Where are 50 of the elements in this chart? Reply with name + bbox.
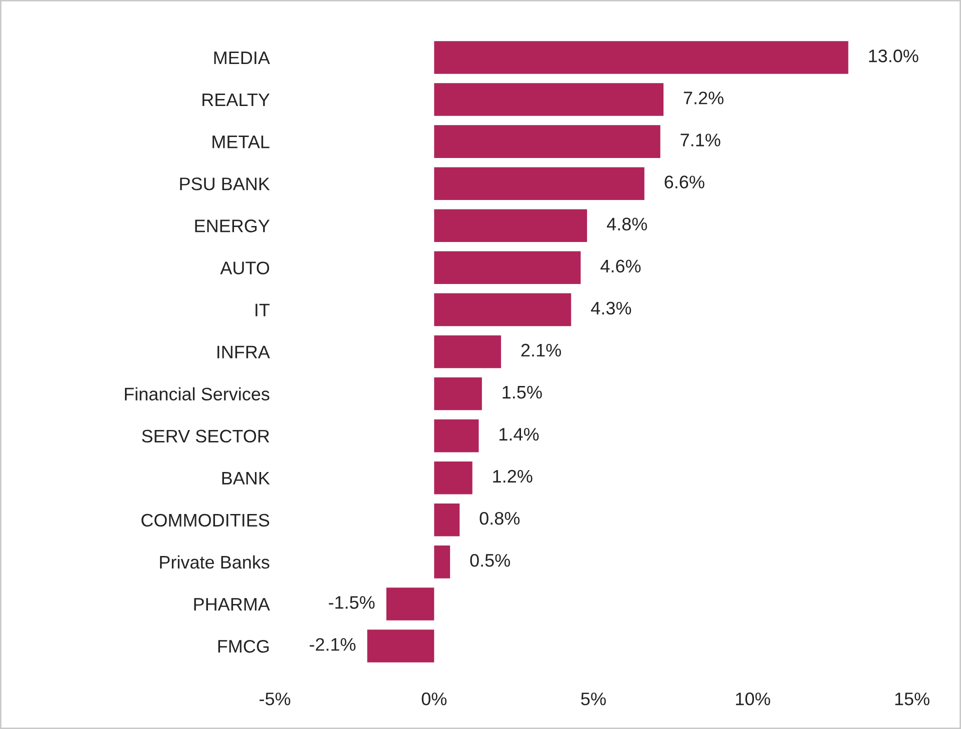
bar bbox=[434, 546, 450, 578]
data-label: 1.5% bbox=[502, 386, 542, 399]
y-tick-label: BANK bbox=[222, 472, 270, 484]
data-label: 4.3% bbox=[590, 302, 632, 315]
data-label: 4.6% bbox=[600, 260, 641, 273]
y-tick-label: PSU BANK bbox=[180, 178, 270, 190]
bar bbox=[434, 335, 502, 368]
y-tick-label: REALTY bbox=[202, 94, 270, 106]
y-tick-label: IT bbox=[256, 304, 270, 316]
data-label: 4.8% bbox=[606, 218, 647, 230]
x-tick-label: -5% bbox=[260, 692, 290, 706]
y-tick-label: ENERGY bbox=[195, 220, 270, 232]
data-label: 13.0% bbox=[869, 50, 918, 62]
bar bbox=[434, 209, 588, 242]
bar bbox=[434, 125, 660, 158]
x-tick-label: 10% bbox=[736, 692, 770, 706]
bar bbox=[434, 167, 644, 200]
bar bbox=[434, 251, 581, 284]
y-tick-label: COMMODITIES bbox=[142, 514, 270, 527]
y-tick-label: Private Banks bbox=[160, 555, 270, 569]
data-label: 1.2% bbox=[493, 470, 532, 483]
y-tick-label: INFRA bbox=[217, 346, 270, 358]
y-tick-label: FMCG bbox=[218, 640, 269, 653]
bar bbox=[367, 630, 434, 662]
y-tick-label: AUTO bbox=[220, 262, 270, 274]
x-tick-label: 15% bbox=[895, 692, 930, 706]
bar bbox=[434, 83, 664, 116]
data-label: 0.8% bbox=[480, 512, 520, 525]
x-tick-label: 5% bbox=[581, 692, 606, 706]
data-label: 2.1% bbox=[521, 344, 561, 357]
x-tick-label: 0% bbox=[422, 692, 447, 706]
data-label: 6.6% bbox=[664, 176, 704, 188]
y-tick-label: METAL bbox=[212, 136, 270, 148]
y-tick-label: MEDIA bbox=[214, 52, 270, 64]
y-tick-label: Financial Services bbox=[124, 387, 270, 400]
data-label: 1.4% bbox=[500, 428, 539, 441]
data-label: 7.1% bbox=[680, 134, 720, 146]
data-label: -2.1% bbox=[310, 638, 356, 651]
bar bbox=[434, 461, 472, 494]
data-label: -1.5% bbox=[328, 596, 375, 609]
bar bbox=[386, 588, 434, 620]
bar bbox=[434, 41, 848, 74]
y-tick-label: SERV SECTOR bbox=[142, 430, 270, 443]
bar bbox=[434, 377, 482, 410]
bar bbox=[434, 419, 479, 452]
data-label: 7.2% bbox=[684, 92, 724, 104]
bar bbox=[434, 504, 460, 536]
data-label: 0.5% bbox=[470, 554, 510, 567]
bar bbox=[434, 293, 572, 326]
y-tick-label: PHARMA bbox=[194, 598, 270, 611]
